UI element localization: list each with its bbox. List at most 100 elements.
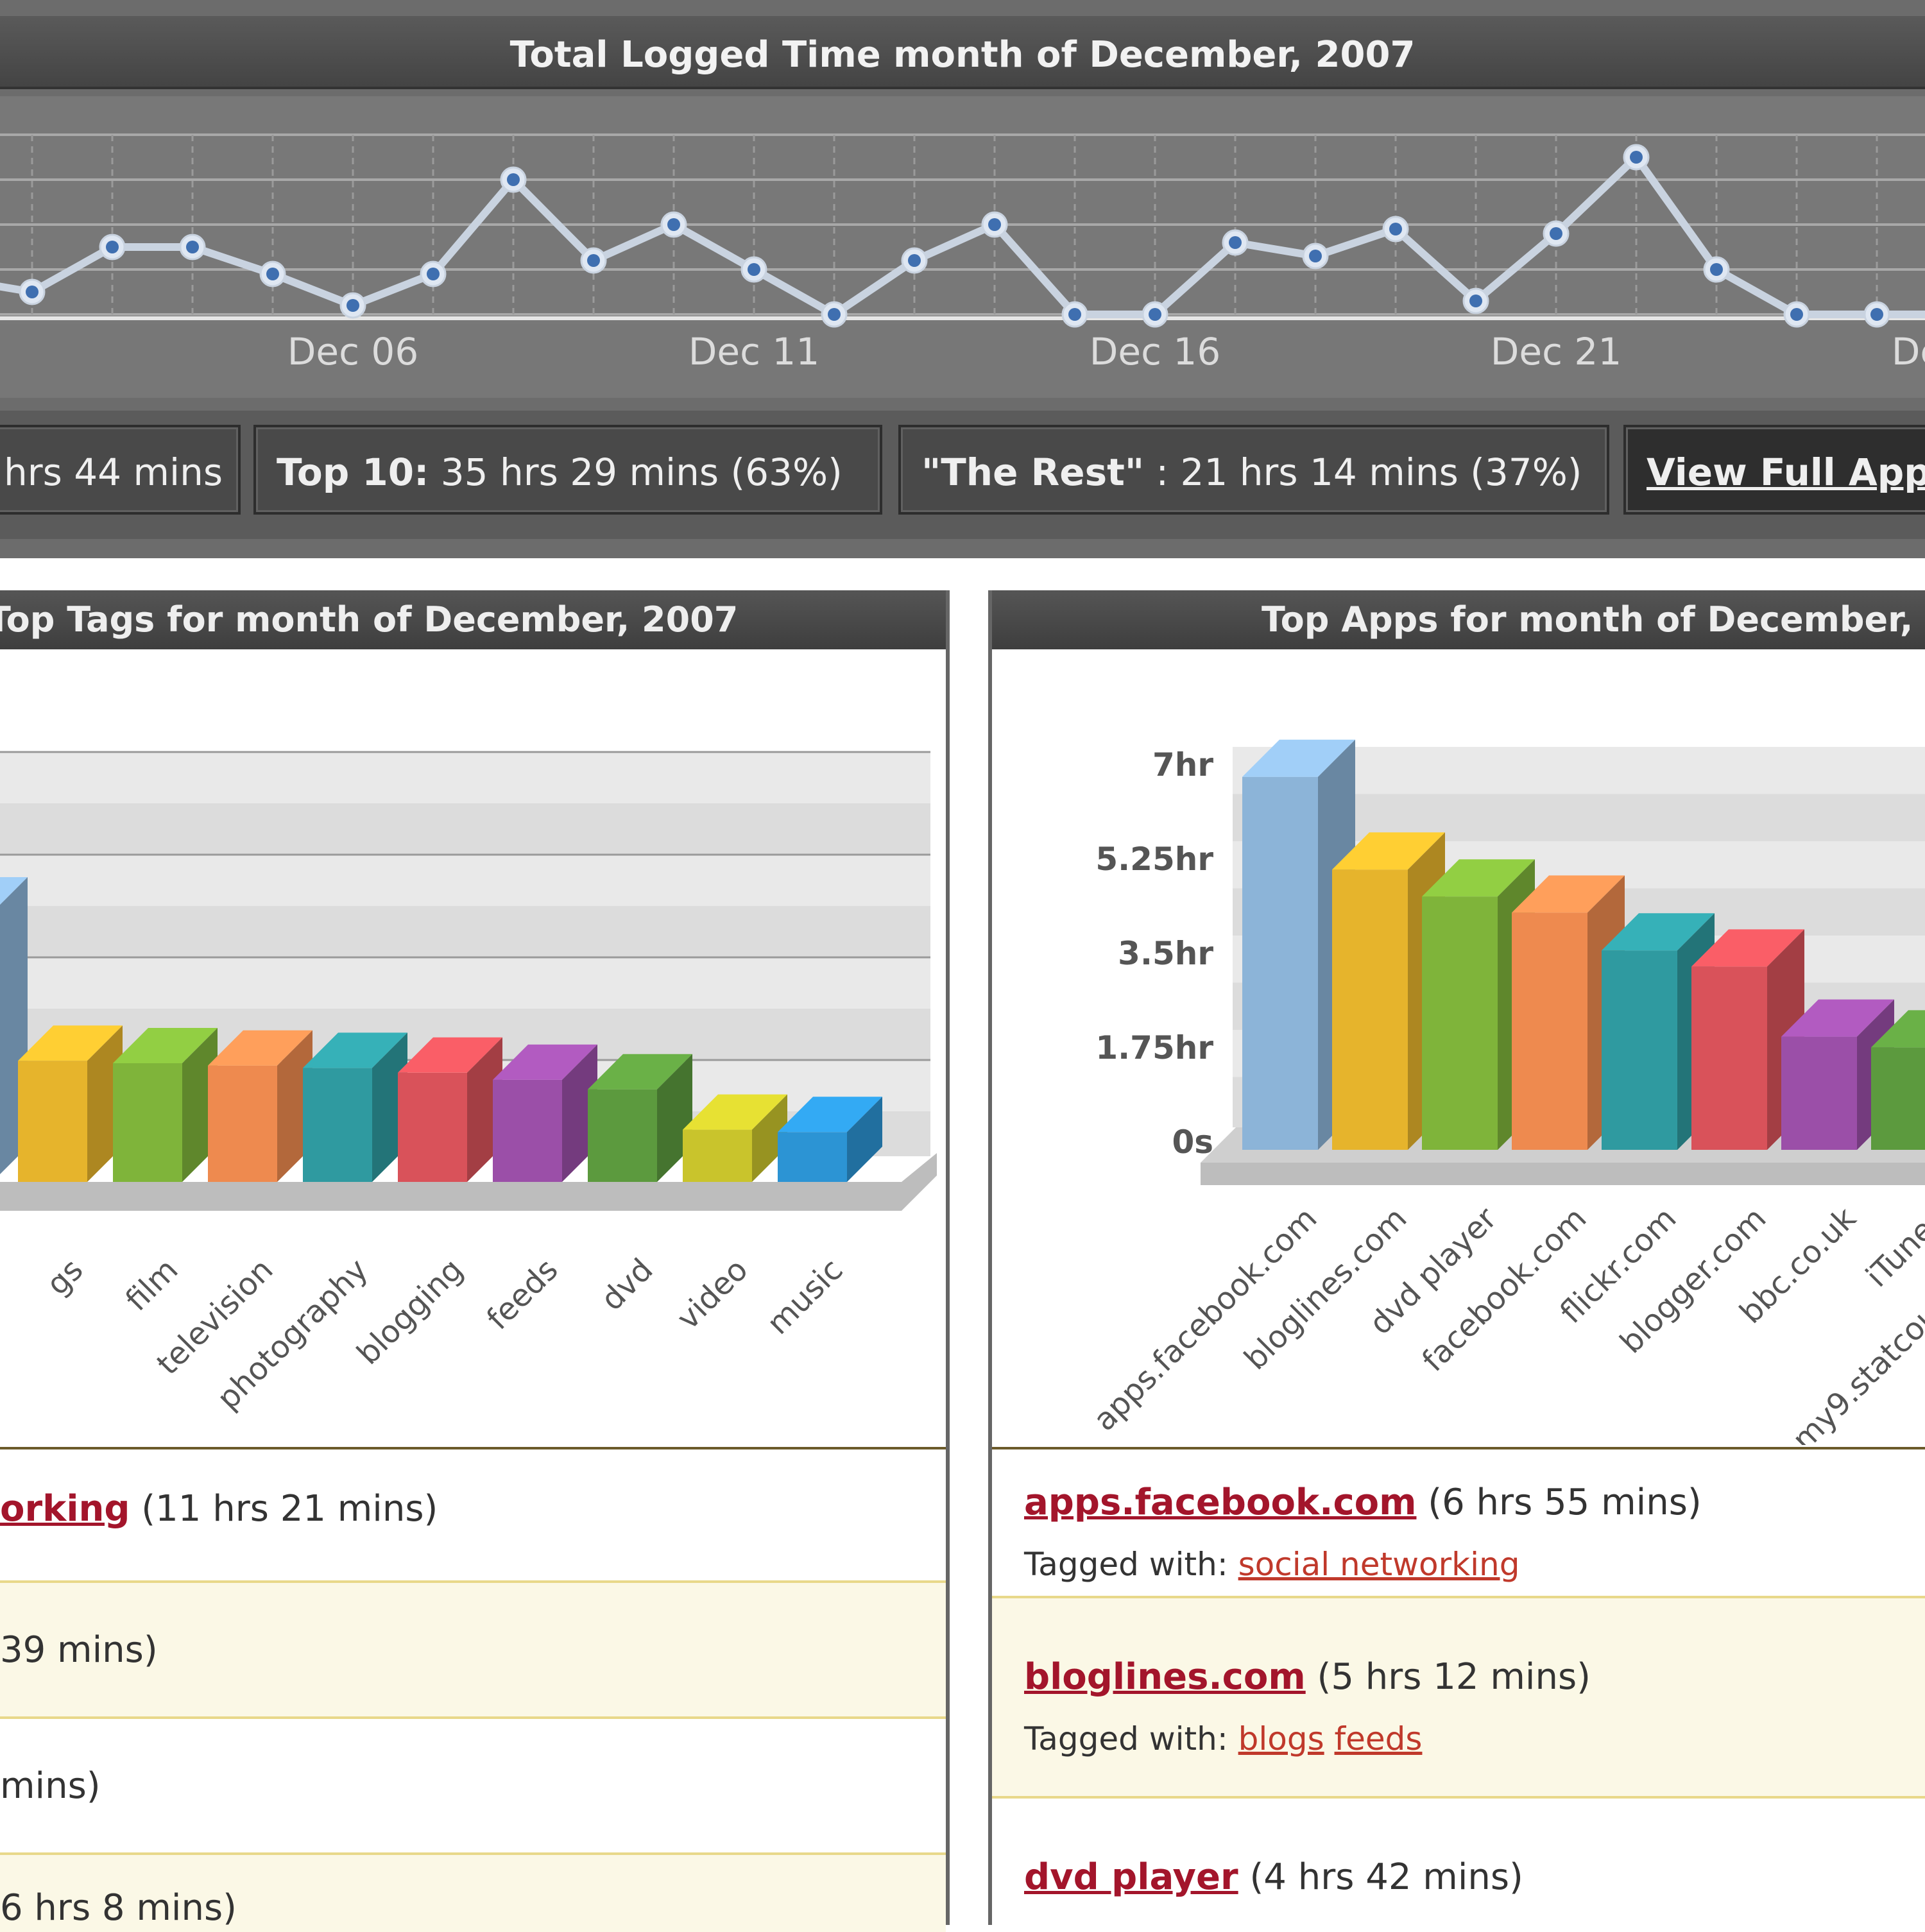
top-tags-panel: Top Tags for month of December, 2007 gs f… bbox=[0, 590, 950, 1932]
data-point-center bbox=[346, 299, 359, 312]
wall-band bbox=[0, 752, 930, 803]
data-point-center bbox=[1309, 250, 1322, 262]
bar-front bbox=[18, 1061, 87, 1182]
bar-top bbox=[493, 1044, 597, 1080]
y-tick-label: 3.5hr bbox=[1118, 935, 1213, 972]
bar bbox=[398, 1037, 502, 1182]
tag-link[interactable]: social networking bbox=[1238, 1546, 1520, 1583]
data-point-center bbox=[1630, 151, 1643, 164]
bar-front bbox=[1242, 776, 1318, 1150]
chart-floor bbox=[1201, 1163, 1925, 1185]
x-tick-label: blogging bbox=[350, 1252, 470, 1372]
data-point-center bbox=[1229, 236, 1242, 249]
total-time-value: hrs 44 mins bbox=[4, 450, 223, 494]
bar-top bbox=[1871, 1010, 1925, 1048]
y-tick-label: 0s bbox=[1172, 1124, 1213, 1161]
bar-top bbox=[398, 1037, 502, 1073]
stats-bar: hrs 44 mins Top 10: 35 hrs 29 mins (63%)… bbox=[0, 411, 1925, 539]
bar bbox=[683, 1094, 787, 1182]
bar-top bbox=[1422, 859, 1535, 897]
top-tags-title: Top Tags for month of December, 2007 bbox=[0, 599, 739, 640]
rest-value: : 21 hrs 14 mins (37%) bbox=[1144, 450, 1582, 494]
x-tick-label: dvd bbox=[594, 1252, 660, 1318]
y-tick-label: 5.25hr bbox=[1095, 841, 1213, 878]
top-apps-chart: 7hr5.25hr3.5hr1.75hr0sapps.facebook.comb… bbox=[1086, 739, 1925, 1445]
list-item: mins) bbox=[0, 1719, 946, 1855]
data-point-center bbox=[1550, 227, 1562, 240]
list-item: orking (11 hrs 21 mins) bbox=[0, 1449, 946, 1583]
tagged-with-label: Tagged with: bbox=[1024, 1546, 1228, 1583]
app-link[interactable]: dvd player bbox=[1024, 1856, 1238, 1898]
bar-front bbox=[683, 1129, 752, 1182]
x-tick-label: Dec 26 bbox=[1892, 330, 1925, 373]
bar-side bbox=[752, 1094, 787, 1182]
bar-top bbox=[1691, 929, 1804, 967]
bar-top bbox=[113, 1028, 218, 1063]
top-apps-title: Top Apps for month of December, 2007 bbox=[1262, 599, 1925, 640]
view-full-app-button[interactable]: View Full App bbox=[1623, 425, 1925, 515]
rest-stat: "The Rest" : 21 hrs 14 mins (37%) bbox=[898, 425, 1609, 515]
bar-top bbox=[1781, 999, 1894, 1037]
tag-link[interactable]: feeds bbox=[1334, 1720, 1423, 1757]
x-tick-label: iTunes bbox=[1859, 1201, 1925, 1294]
data-point-center bbox=[1469, 295, 1482, 307]
data-point-center bbox=[26, 286, 38, 298]
app-link[interactable]: bloglines.com bbox=[1024, 1656, 1306, 1698]
bar-front bbox=[778, 1132, 847, 1182]
app-link[interactable]: apps.facebook.com bbox=[1024, 1482, 1417, 1523]
bar bbox=[493, 1044, 597, 1182]
tag-duration: (11 hrs 21 mins) bbox=[141, 1488, 438, 1530]
logged-time-chart: Dec 06 Dec 11 Dec 16 Dec 21 Dec 26 bbox=[0, 96, 1925, 398]
x-tick-label: music bbox=[760, 1252, 850, 1342]
panel-divider bbox=[0, 1447, 946, 1449]
data-point-center bbox=[667, 218, 680, 231]
x-tick-label: Dec 16 bbox=[1090, 330, 1220, 373]
bar-side bbox=[847, 1097, 882, 1182]
data-point-center bbox=[1790, 308, 1803, 321]
bar-top bbox=[1242, 739, 1355, 777]
total-time-stat: hrs 44 mins bbox=[0, 425, 241, 515]
tag-duration: 39 mins) bbox=[0, 1629, 158, 1671]
bar-front bbox=[1332, 869, 1408, 1150]
y-tick-label: 7hr bbox=[1152, 746, 1213, 783]
bar-front bbox=[1691, 966, 1767, 1150]
data-point-center bbox=[908, 254, 921, 267]
x-tick-label: Dec 11 bbox=[689, 330, 819, 373]
bar bbox=[113, 1028, 218, 1182]
x-tick-label: Dec 06 bbox=[287, 330, 418, 373]
top-tags-header: Top Tags for month of December, 2007 bbox=[0, 590, 946, 649]
bar-top bbox=[778, 1097, 882, 1133]
data-point-center bbox=[988, 218, 1001, 231]
data-point-center bbox=[266, 268, 279, 280]
bar bbox=[18, 1025, 123, 1182]
bar bbox=[1691, 929, 1804, 1150]
data-point-center bbox=[106, 241, 119, 253]
bar-top bbox=[1332, 832, 1445, 870]
bar-top bbox=[303, 1032, 407, 1068]
data-point-center bbox=[427, 268, 440, 280]
bar-top bbox=[588, 1054, 692, 1090]
bar-front bbox=[1602, 950, 1677, 1150]
bar-top bbox=[208, 1030, 312, 1066]
logged-time-header: Total Logged Time month of December, 200… bbox=[0, 16, 1925, 89]
list-item: dvd player (4 hrs 42 mins) bbox=[992, 1799, 1925, 1927]
top-apps-header: Top Apps for month of December, 2007 bbox=[992, 590, 1925, 649]
bar bbox=[303, 1032, 407, 1182]
list-item: apps.facebook.com (6 hrs 55 mins) Tagged… bbox=[992, 1449, 1925, 1598]
tag-link[interactable]: orking bbox=[0, 1488, 130, 1530]
app-duration: (4 hrs 42 mins) bbox=[1249, 1856, 1523, 1898]
bar bbox=[208, 1030, 312, 1182]
bar-front bbox=[303, 1068, 372, 1182]
bar-top bbox=[1512, 875, 1625, 913]
x-tick-label: feeds bbox=[480, 1252, 565, 1337]
view-full-app-link[interactable]: View Full App bbox=[1647, 450, 1925, 494]
tag-link[interactable]: blogs bbox=[1238, 1720, 1324, 1757]
bar-front bbox=[1422, 896, 1498, 1150]
data-point-center bbox=[1710, 263, 1723, 276]
list-item: 6 hrs 8 mins) bbox=[0, 1855, 946, 1932]
bar-front bbox=[1512, 912, 1587, 1150]
bar bbox=[1242, 739, 1355, 1150]
top10-label: Top 10: bbox=[277, 450, 429, 494]
data-point-center bbox=[1068, 308, 1081, 321]
